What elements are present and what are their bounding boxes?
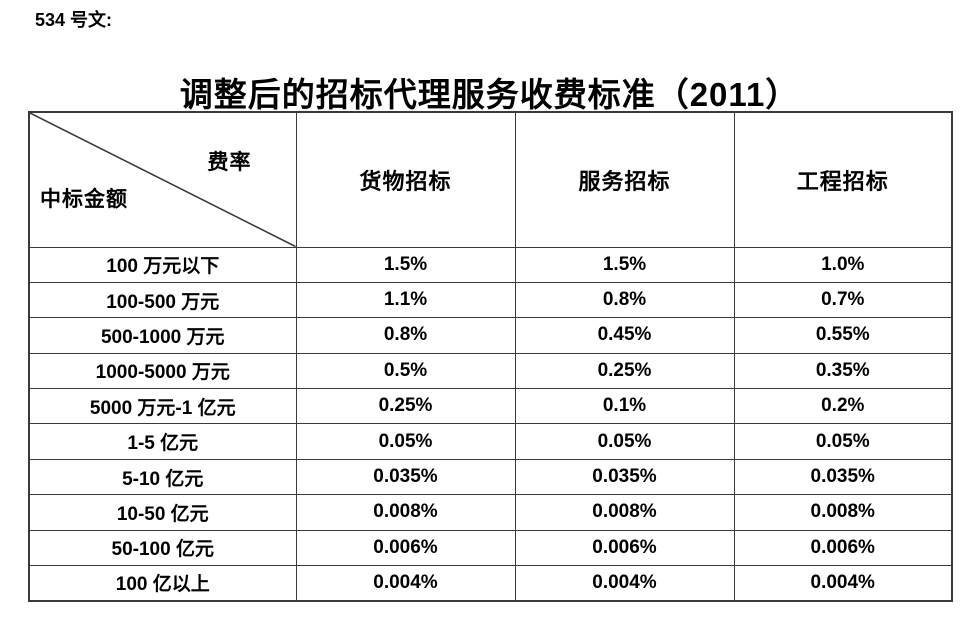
diagonal-divider-line: [30, 113, 295, 246]
corner-header-cell: 费率 中标金额: [28, 111, 297, 248]
table-row: 100 亿以上 0.004% 0.004% 0.004%: [28, 565, 953, 602]
column-header-service-bidding: 服务招标: [514, 111, 735, 248]
rate-value-cell: 1.1%: [295, 281, 516, 319]
rate-value-cell: 0.45%: [514, 317, 735, 354]
rate-value-cell: 0.035%: [733, 458, 953, 496]
rate-value-cell: 0.008%: [733, 494, 953, 531]
row-label-bid-amount-range: 50-100 亿元: [28, 529, 297, 567]
rate-value-cell: 0.035%: [514, 458, 735, 496]
row-label-bid-amount-range: 100-500 万元: [28, 281, 297, 319]
table-row: 10-50 亿元 0.008% 0.008% 0.008%: [28, 494, 953, 531]
page-title: 调整后的招标代理服务收费标准（2011）: [179, 76, 800, 114]
row-label-bid-amount-range: 100 亿以上: [28, 565, 297, 602]
rate-value-cell: 0.006%: [295, 529, 516, 567]
rate-value-cell: 1.5%: [514, 246, 735, 283]
table-row: 1000-5000 万元 0.5% 0.25% 0.35%: [28, 352, 953, 390]
rate-value-cell: 0.5%: [295, 352, 516, 390]
table-row: 1-5 亿元 0.05% 0.05% 0.05%: [28, 423, 953, 460]
rate-value-cell: 0.05%: [733, 423, 953, 460]
rate-value-cell: 0.2%: [733, 388, 953, 425]
doc-number-label: 534 号文:: [35, 10, 113, 30]
row-label-bid-amount-range: 100 万元以下: [28, 246, 297, 283]
column-header-goods-bidding: 货物招标: [295, 111, 516, 248]
rate-value-cell: 0.008%: [295, 494, 516, 531]
row-label-bid-amount-range: 1-5 亿元: [28, 423, 297, 460]
rate-value-cell: 0.05%: [295, 423, 516, 460]
rate-value-cell: 0.8%: [514, 281, 735, 319]
table-header-row: 费率 中标金额 货物招标 服务招标 工程招标: [28, 111, 953, 248]
table-row: 100-500 万元 1.1% 0.8% 0.7%: [28, 281, 953, 319]
rate-value-cell: 1.0%: [733, 246, 953, 283]
rate-value-cell: 0.35%: [733, 352, 953, 390]
rate-value-cell: 0.004%: [514, 565, 735, 602]
rate-value-cell: 0.25%: [514, 352, 735, 390]
table-row: 5000 万元-1 亿元 0.25% 0.1% 0.2%: [28, 388, 953, 425]
rate-value-cell: 0.8%: [295, 317, 516, 354]
table-row: 500-1000 万元 0.8% 0.45% 0.55%: [28, 317, 953, 354]
row-label-bid-amount-range: 1000-5000 万元: [28, 352, 297, 390]
fee-table-body: 100 万元以下 1.5% 1.5% 1.0% 100-500 万元 1.1% 0.8% 0.…: [28, 246, 953, 602]
rate-value-cell: 0.25%: [295, 388, 516, 425]
row-label-bid-amount-range: 5000 万元-1 亿元: [28, 388, 297, 425]
rate-value-cell: 0.008%: [514, 494, 735, 531]
corner-label-rate: 费率: [207, 150, 252, 174]
row-label-bid-amount-range: 10-50 亿元: [28, 494, 297, 531]
rate-value-cell: 0.05%: [514, 423, 735, 460]
column-header-engineering-bidding: 工程招标: [733, 111, 953, 248]
rate-value-cell: 0.035%: [295, 458, 516, 496]
rate-value-cell: 0.006%: [514, 529, 735, 567]
rate-value-cell: 0.1%: [514, 388, 735, 425]
table-row: 100 万元以下 1.5% 1.5% 1.0%: [28, 246, 953, 283]
rate-value-cell: 0.7%: [733, 281, 953, 319]
fee-standard-table: 费率 中标金额 货物招标 服务招标 工程招标 100 万元以下 1.5% 1.5% 1…: [28, 111, 953, 602]
table-row: 5-10 亿元 0.035% 0.035% 0.035%: [28, 458, 953, 496]
rate-value-cell: 0.55%: [733, 317, 953, 354]
row-label-bid-amount-range: 500-1000 万元: [28, 317, 297, 354]
row-label-bid-amount-range: 5-10 亿元: [28, 458, 297, 496]
rate-value-cell: 0.006%: [733, 529, 953, 567]
rate-value-cell: 0.004%: [733, 565, 953, 602]
corner-label-bid-amount: 中标金额: [40, 186, 128, 211]
rate-value-cell: 0.004%: [295, 565, 516, 602]
table-row: 50-100 亿元 0.006% 0.006% 0.006%: [28, 529, 953, 567]
rate-value-cell: 1.5%: [295, 246, 516, 283]
